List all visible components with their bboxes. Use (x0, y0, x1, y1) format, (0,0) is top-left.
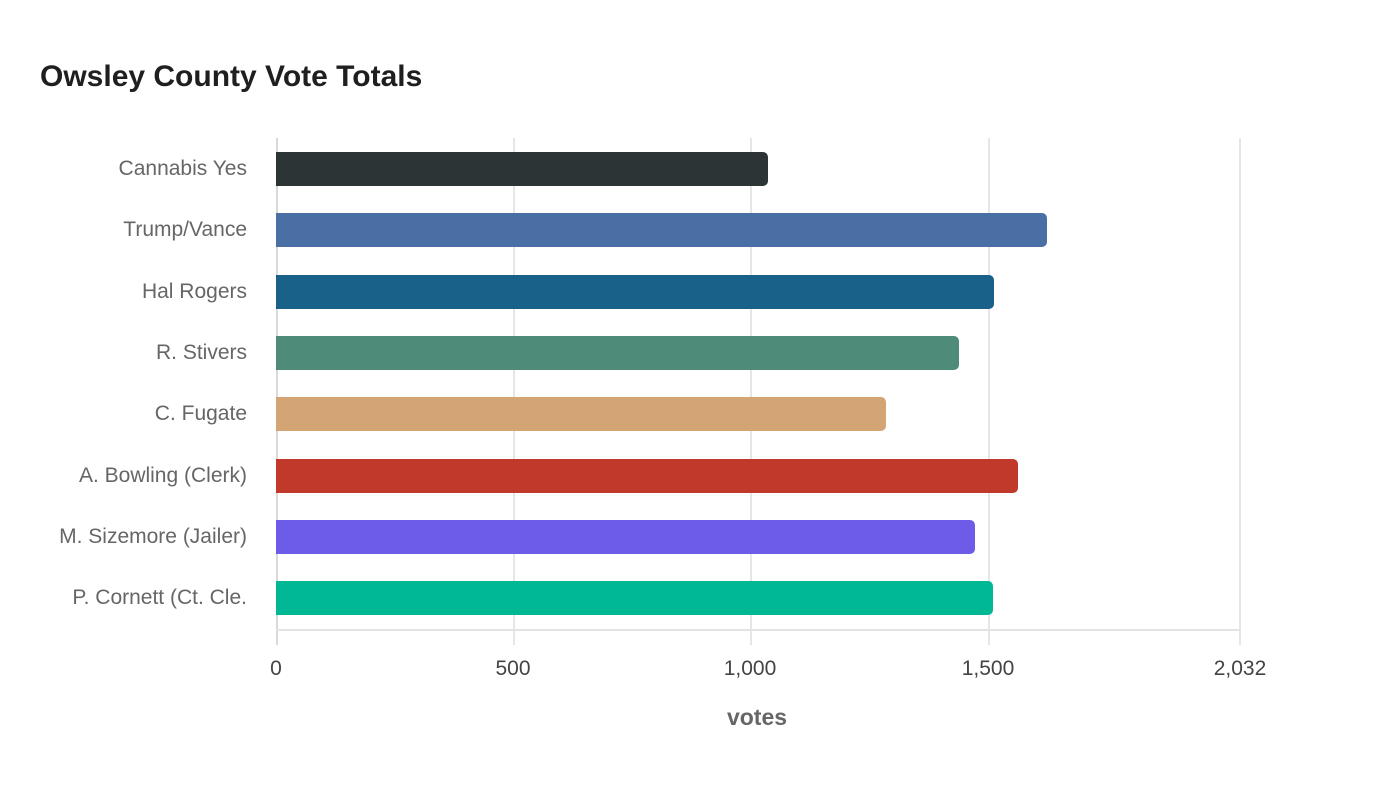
bar[interactable] (276, 213, 1047, 248)
y-tick-label: M. Sizemore (Jailer) (59, 524, 247, 548)
plot-area (276, 138, 1241, 645)
y-axis-line (276, 138, 278, 645)
x-tick-1500: 1,500 (961, 657, 1015, 680)
gridline-1500 (988, 138, 990, 645)
gridline-2032 (1239, 138, 1241, 645)
bar[interactable] (276, 152, 768, 186)
y-tick-label: Cannabis Yes (118, 157, 247, 180)
x-tick-500: 500 (495, 657, 531, 680)
y-tick-label: Hal Rogers (141, 279, 247, 303)
x-axis-label: votes (726, 704, 788, 730)
bar[interactable] (276, 519, 975, 554)
gridline-500 (513, 138, 515, 645)
x-tick-2032: 2,032 (1213, 657, 1267, 680)
bar[interactable] (276, 397, 887, 432)
y-tick-label: R. Stivers (155, 340, 247, 364)
x-axis-line (276, 629, 1240, 631)
bar[interactable] (276, 581, 993, 616)
x-tick-1000: 1,000 (723, 657, 777, 680)
bar[interactable] (276, 335, 959, 370)
gridline-1000 (750, 138, 752, 645)
y-tick-label: A. Bowling (Clerk) (78, 463, 247, 487)
x-tick-0: 0 (270, 657, 282, 680)
y-tick-label: Trump/Vance (123, 218, 247, 242)
bar[interactable] (276, 458, 1018, 493)
chart-title: Owsley County Vote Totals (40, 60, 423, 93)
y-tick-label: P. Cornett (Ct. Cle. (72, 586, 247, 610)
bar[interactable] (276, 274, 994, 309)
y-tick-label: C. Fugate (154, 402, 247, 426)
